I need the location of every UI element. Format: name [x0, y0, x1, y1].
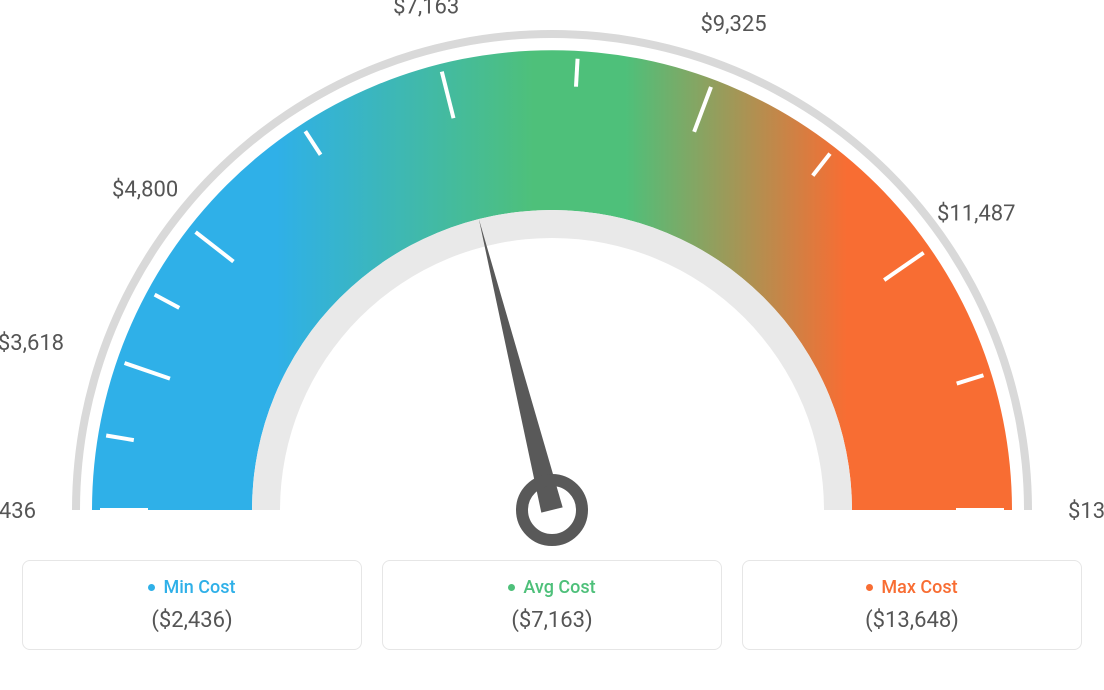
legend-value-max: ($13,648): [865, 608, 959, 633]
legend-header-min: Min Cost: [148, 577, 235, 598]
legend-header-max: Max Cost: [866, 577, 957, 598]
legend-label-max: Max Cost: [881, 577, 957, 598]
tick-label: $7,163: [393, 0, 459, 20]
tick-label: $2,436: [0, 499, 36, 524]
gauge-arc: [92, 50, 1012, 510]
chart-container: $2,436 $3,618 $4,800 $7,163 $9,325 $11,487 $13…: [0, 0, 1104, 690]
needle: [479, 219, 563, 513]
bullet-icon: [508, 584, 515, 591]
tick-label: $9,325: [700, 12, 766, 37]
bullet-icon: [148, 584, 155, 591]
tick-label: $3,618: [0, 331, 64, 356]
bullet-icon: [866, 584, 873, 591]
tick-label: $4,800: [112, 178, 178, 203]
legend-value-avg: ($7,163): [511, 608, 592, 633]
tick-minor: [576, 59, 578, 87]
tick-label: $13,648: [1068, 499, 1104, 524]
legend-card-avg: Avg Cost ($7,163): [382, 560, 722, 650]
legend-label-avg: Avg Cost: [523, 577, 595, 598]
legend-value-min: ($2,436): [151, 608, 232, 633]
legend-header-avg: Avg Cost: [508, 577, 595, 598]
legend-card-max: Max Cost ($13,648): [742, 560, 1082, 650]
legend-label-min: Min Cost: [163, 577, 235, 598]
tick-label: $11,487: [937, 201, 1016, 226]
gauge-chart: $2,436 $3,618 $4,800 $7,163 $9,325 $11,487 $13…: [0, 0, 1104, 560]
legend-card-min: Min Cost ($2,436): [22, 560, 362, 650]
legend-row: Min Cost ($2,436) Avg Cost ($7,163) Max …: [22, 560, 1082, 650]
